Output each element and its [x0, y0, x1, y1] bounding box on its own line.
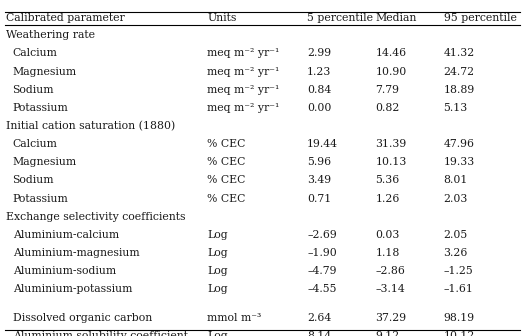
Text: –4.55: –4.55: [307, 284, 337, 294]
Text: 0.82: 0.82: [375, 103, 400, 113]
Text: meq m⁻² yr⁻¹: meq m⁻² yr⁻¹: [207, 67, 280, 77]
Text: 31.39: 31.39: [375, 139, 407, 149]
Text: Aluminium-sodium: Aluminium-sodium: [13, 266, 116, 276]
Text: Log: Log: [207, 331, 228, 336]
Text: 3.49: 3.49: [307, 175, 331, 185]
Text: –1.25: –1.25: [444, 266, 474, 276]
Text: Units: Units: [207, 13, 237, 24]
Text: 5.96: 5.96: [307, 157, 331, 167]
Text: meq m⁻² yr⁻¹: meq m⁻² yr⁻¹: [207, 85, 280, 95]
Text: 24.72: 24.72: [444, 67, 475, 77]
Text: –4.79: –4.79: [307, 266, 337, 276]
Text: 5.36: 5.36: [375, 175, 400, 185]
Text: –3.14: –3.14: [375, 284, 405, 294]
Text: 18.89: 18.89: [444, 85, 475, 95]
Text: Aluminium-calcium: Aluminium-calcium: [13, 230, 119, 240]
Text: % CEC: % CEC: [207, 139, 246, 149]
Text: Weathering rate: Weathering rate: [6, 30, 96, 40]
Text: Log: Log: [207, 284, 228, 294]
Text: 41.32: 41.32: [444, 48, 475, 58]
Text: 14.46: 14.46: [375, 48, 406, 58]
Text: 9.12: 9.12: [375, 331, 400, 336]
Text: meq m⁻² yr⁻¹: meq m⁻² yr⁻¹: [207, 48, 280, 58]
Text: –2.86: –2.86: [375, 266, 405, 276]
Text: Aluminium-potassium: Aluminium-potassium: [13, 284, 132, 294]
Text: 0.84: 0.84: [307, 85, 331, 95]
Text: 2.03: 2.03: [444, 194, 468, 204]
Text: Magnesium: Magnesium: [13, 67, 77, 77]
Text: 1.23: 1.23: [307, 67, 331, 77]
Text: Median: Median: [375, 13, 417, 24]
Text: Dissolved organic carbon: Dissolved organic carbon: [13, 313, 152, 323]
Text: –1.61: –1.61: [444, 284, 474, 294]
Text: Magnesium: Magnesium: [13, 157, 77, 167]
Text: Potassium: Potassium: [13, 194, 68, 204]
Text: –1.90: –1.90: [307, 248, 337, 258]
Text: 19.33: 19.33: [444, 157, 475, 167]
Text: Calcium: Calcium: [13, 139, 57, 149]
Text: 1.26: 1.26: [375, 194, 400, 204]
Text: % CEC: % CEC: [207, 157, 246, 167]
Text: 3.26: 3.26: [444, 248, 468, 258]
Text: 1.18: 1.18: [375, 248, 400, 258]
Text: 10.13: 10.13: [375, 157, 407, 167]
Text: % CEC: % CEC: [207, 175, 246, 185]
Text: Log: Log: [207, 248, 228, 258]
Text: 19.44: 19.44: [307, 139, 338, 149]
Text: 2.64: 2.64: [307, 313, 331, 323]
Text: Calcium: Calcium: [13, 48, 57, 58]
Text: Aluminium solubility coefficient: Aluminium solubility coefficient: [13, 331, 187, 336]
Text: meq m⁻² yr⁻¹: meq m⁻² yr⁻¹: [207, 103, 280, 113]
Text: Sodium: Sodium: [13, 85, 54, 95]
Text: Log: Log: [207, 230, 228, 240]
Text: 37.29: 37.29: [375, 313, 406, 323]
Text: 0.71: 0.71: [307, 194, 331, 204]
Text: Calibrated parameter: Calibrated parameter: [6, 13, 125, 24]
Text: 5 percentile: 5 percentile: [307, 13, 373, 24]
Text: Sodium: Sodium: [13, 175, 54, 185]
Text: 95 percentile: 95 percentile: [444, 13, 517, 24]
Text: Potassium: Potassium: [13, 103, 68, 113]
Text: 7.79: 7.79: [375, 85, 400, 95]
Text: 2.05: 2.05: [444, 230, 468, 240]
Text: Aluminium-magnesium: Aluminium-magnesium: [13, 248, 139, 258]
Text: 5.13: 5.13: [444, 103, 468, 113]
Text: 98.19: 98.19: [444, 313, 475, 323]
Text: mmol m⁻³: mmol m⁻³: [207, 313, 261, 323]
Text: Log: Log: [207, 266, 228, 276]
Text: 10.12: 10.12: [444, 331, 475, 336]
Text: 0.00: 0.00: [307, 103, 331, 113]
Text: 10.90: 10.90: [375, 67, 407, 77]
Text: 0.03: 0.03: [375, 230, 400, 240]
Text: Exchange selectivity coefficients: Exchange selectivity coefficients: [6, 212, 186, 222]
Text: % CEC: % CEC: [207, 194, 246, 204]
Text: –2.69: –2.69: [307, 230, 337, 240]
Text: Initial cation saturation (1880): Initial cation saturation (1880): [6, 121, 175, 131]
Text: 47.96: 47.96: [444, 139, 475, 149]
Text: 2.99: 2.99: [307, 48, 331, 58]
Text: 8.14: 8.14: [307, 331, 331, 336]
Text: 8.01: 8.01: [444, 175, 468, 185]
